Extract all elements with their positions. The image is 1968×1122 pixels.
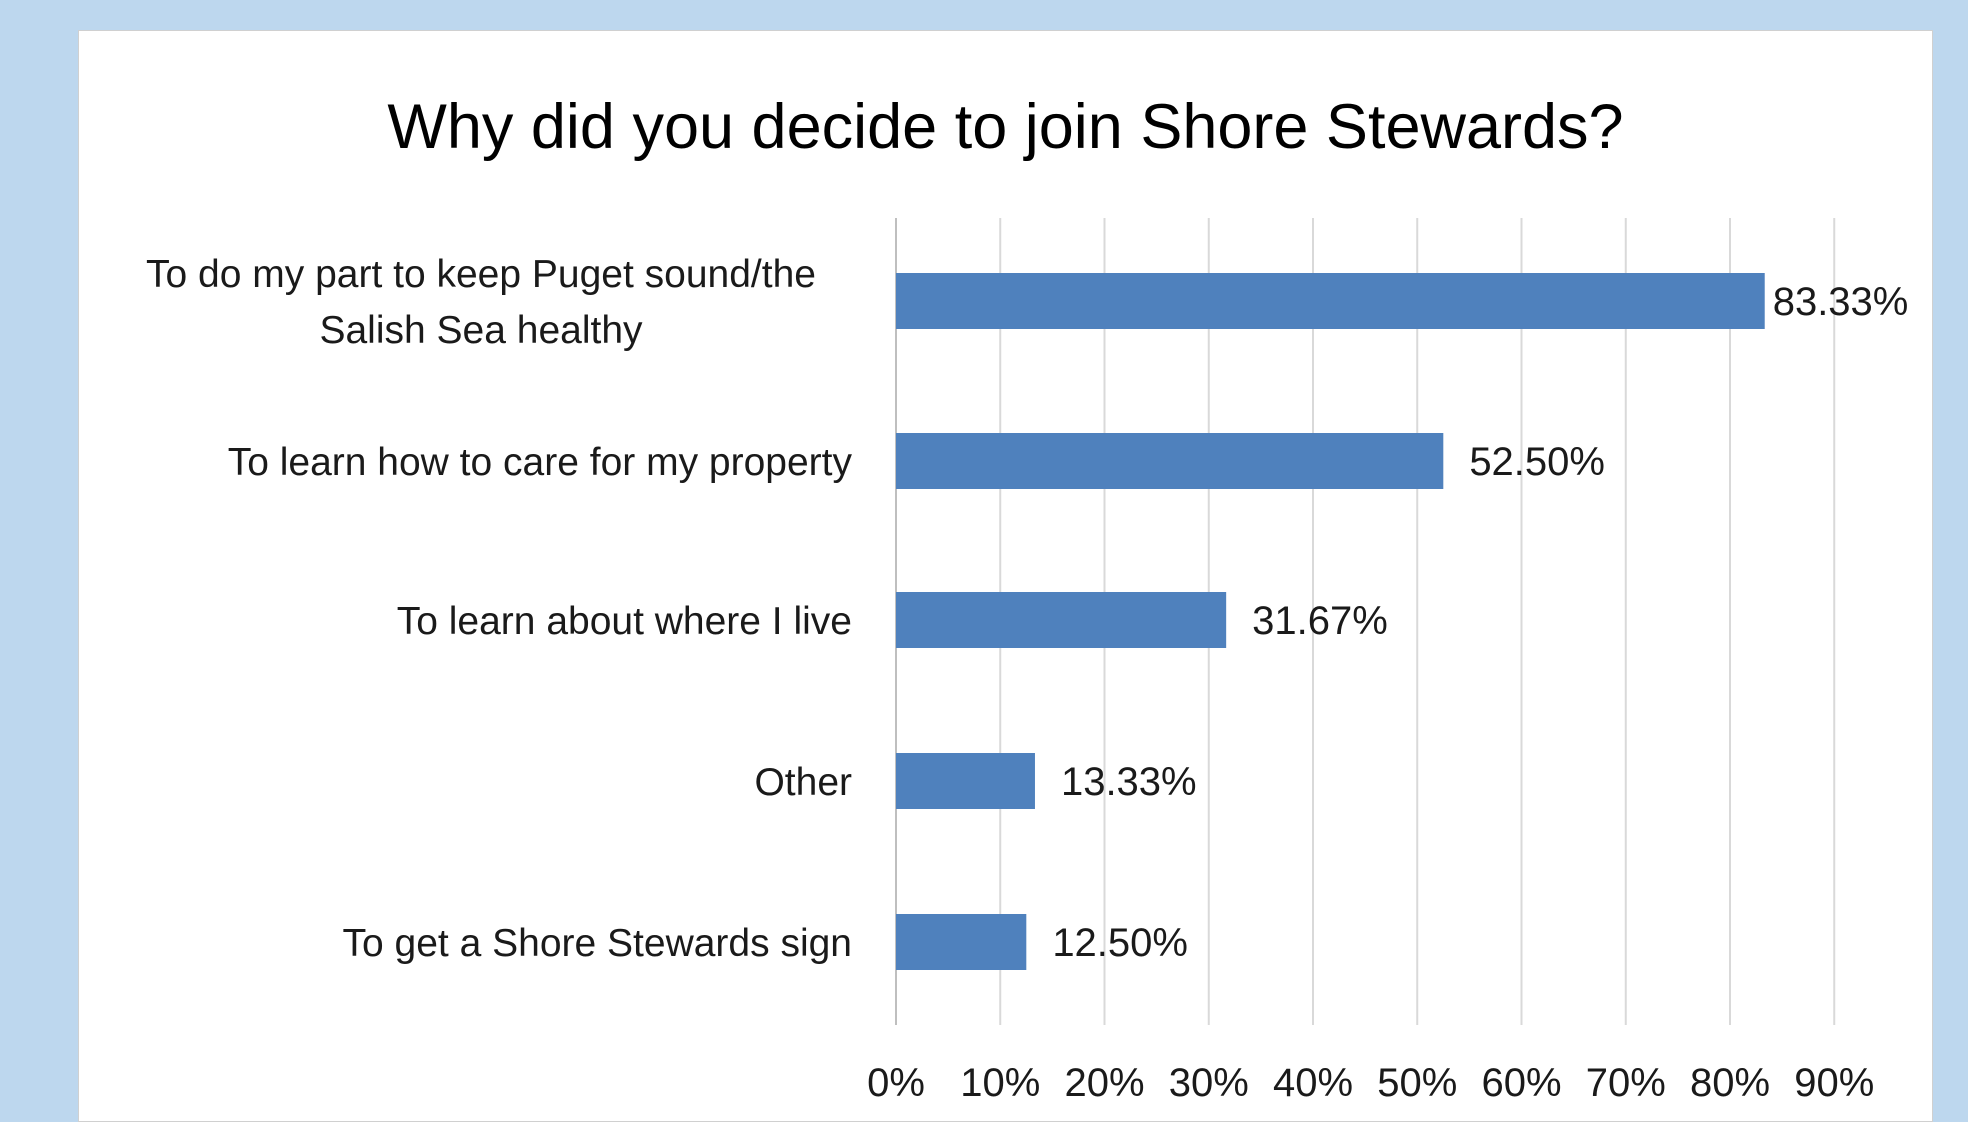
category-label: To get a Shore Stewards sign [343,922,852,965]
bar [896,433,1444,489]
x-tick-label: 70% [1586,1061,1666,1105]
data-label: 12.50% [1052,921,1188,965]
x-tick-label: 50% [1377,1061,1457,1105]
data-label: 52.50% [1469,440,1605,484]
category-label: To learn how to care for my property [228,441,853,484]
bar [896,914,1027,970]
data-label: 13.33% [1061,760,1197,804]
x-tick-label: 90% [1794,1061,1874,1105]
x-tick-label: 30% [1169,1061,1249,1105]
bar [896,273,1765,329]
category-label-line: Salish Sea healthy [319,309,643,352]
category-label-line: To do my part to keep Puget sound/the [146,253,816,296]
data-label: 31.67% [1252,599,1388,643]
bar [896,592,1227,648]
x-tick-label: 40% [1273,1061,1353,1105]
category-label: To do my part to keep Puget sound/the Sal… [146,253,816,352]
x-tick-label: 10% [960,1061,1040,1105]
category-label: Other [754,761,852,804]
x-tick-label: 20% [1064,1061,1144,1105]
x-tick-label: 80% [1690,1061,1770,1105]
x-tick-label: 0% [867,1061,925,1105]
chart-title: Why did you decide to join Shore Steward… [387,92,1624,162]
data-label: 83.33% [1773,280,1909,324]
x-tick-label: 60% [1481,1061,1561,1105]
category-label: To learn about where I live [397,600,852,643]
bar [896,753,1035,809]
